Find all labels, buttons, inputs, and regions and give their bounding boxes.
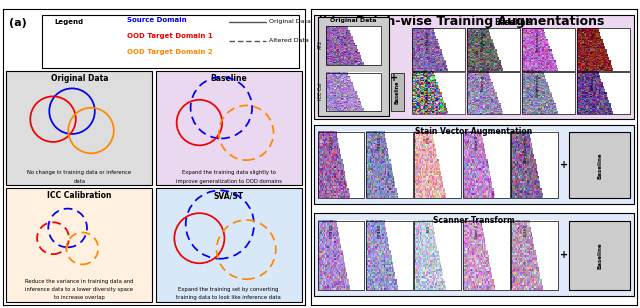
Text: to increase overlap: to increase overlap — [54, 295, 105, 301]
Text: Altered Data: Altered Data — [269, 38, 308, 43]
Text: iS360: iS360 — [524, 224, 527, 236]
Text: Patch-wise Training Augmentations: Patch-wise Training Augmentations — [356, 15, 605, 28]
Text: Greyscale: Greyscale — [481, 30, 485, 51]
Text: DP200: DP200 — [330, 135, 333, 149]
Text: Expand the training data slightly to: Expand the training data slightly to — [182, 170, 276, 176]
FancyBboxPatch shape — [156, 188, 302, 302]
FancyBboxPatch shape — [317, 17, 389, 116]
FancyBboxPatch shape — [6, 71, 152, 185]
Text: +: + — [561, 250, 568, 260]
Text: Baseline: Baseline — [597, 152, 602, 179]
Text: (a): (a) — [9, 18, 27, 28]
Text: inference data to a lower diversity space: inference data to a lower diversity spac… — [26, 287, 133, 292]
Text: Stain Vector Augmentation: Stain Vector Augmentation — [415, 127, 532, 136]
Text: Contrast: Contrast — [591, 74, 595, 92]
Text: (b): (b) — [317, 15, 336, 25]
Text: NanoZoomer: NanoZoomer — [524, 135, 527, 164]
Text: Hue: Hue — [591, 30, 595, 39]
Text: +: + — [390, 73, 398, 83]
FancyBboxPatch shape — [156, 71, 302, 185]
Text: Scanner Transform: Scanner Transform — [433, 216, 515, 225]
Text: Source Domain: Source Domain — [127, 17, 186, 23]
Text: Scan II: Scan II — [475, 135, 479, 150]
FancyBboxPatch shape — [314, 124, 634, 205]
Text: GT450: GT450 — [378, 135, 382, 149]
Text: Reduce the variance in training data and: Reduce the variance in training data and — [25, 279, 134, 284]
Text: Blurring: Blurring — [481, 74, 485, 91]
FancyBboxPatch shape — [42, 15, 299, 68]
Text: +: + — [561, 160, 568, 170]
Text: Original Data: Original Data — [330, 18, 376, 23]
Text: ICC Calibration: ICC Calibration — [47, 191, 111, 200]
Text: Expand the training set by converting: Expand the training set by converting — [179, 287, 279, 292]
FancyBboxPatch shape — [391, 73, 404, 111]
Text: improve generalization to OOD domains: improve generalization to OOD domains — [175, 179, 282, 184]
Text: Speckle Noise: Speckle Noise — [426, 74, 430, 103]
Text: DP200: DP200 — [330, 224, 333, 238]
Text: data: data — [74, 179, 85, 184]
Text: Baseline: Baseline — [395, 80, 400, 104]
Text: Original Data: Original Data — [269, 19, 310, 24]
Text: AT2: AT2 — [317, 40, 323, 49]
Text: Legend: Legend — [54, 19, 84, 26]
Text: Baseline: Baseline — [495, 18, 531, 26]
Text: OOD Target Domain 2: OOD Target Domain 2 — [127, 49, 212, 55]
Text: Scan II: Scan II — [475, 224, 479, 238]
Text: LFS: LFS — [426, 135, 431, 143]
Text: Brightness: Brightness — [536, 74, 540, 96]
Text: Saturation: Saturation — [536, 30, 540, 52]
FancyBboxPatch shape — [314, 213, 634, 296]
FancyBboxPatch shape — [6, 188, 152, 302]
Text: SVA/ST: SVA/ST — [214, 191, 244, 200]
Text: Flip/Rotate: Flip/Rotate — [426, 30, 430, 53]
FancyBboxPatch shape — [570, 221, 630, 290]
Text: Baseline: Baseline — [211, 74, 247, 83]
Text: Original Data: Original Data — [51, 74, 108, 83]
FancyBboxPatch shape — [314, 15, 634, 119]
FancyBboxPatch shape — [570, 132, 630, 198]
Text: OOD Target Domain 1: OOD Target Domain 1 — [127, 33, 212, 39]
Text: Baseline: Baseline — [597, 242, 602, 269]
Text: training data to look like inference data: training data to look like inference dat… — [176, 295, 281, 301]
Text: ICC Cal: ICC Cal — [317, 83, 323, 100]
Text: No change in training data or inference: No change in training data or inference — [28, 170, 131, 176]
Text: LFS: LFS — [426, 224, 431, 232]
Text: GT450: GT450 — [378, 224, 382, 238]
